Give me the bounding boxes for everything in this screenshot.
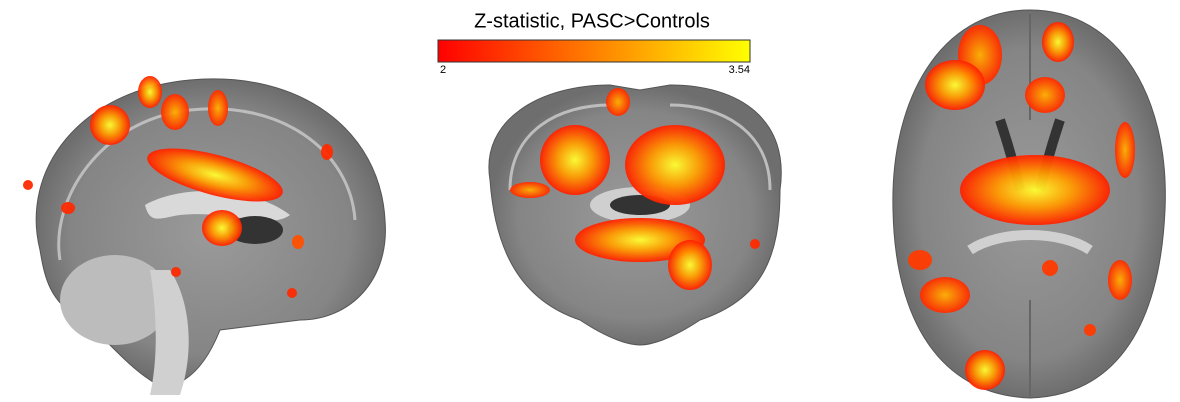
figure: Z-statistic, PASC>Controls 2 3.54 xyxy=(0,0,1180,402)
sagittal-slice xyxy=(23,76,385,395)
coronal-slice xyxy=(489,85,781,345)
colorbar xyxy=(438,40,750,62)
colorbar-min-label: 2 xyxy=(440,64,446,76)
colorbar-title: Z-statistic, PASC>Controls xyxy=(474,10,710,32)
colorbar-max-label: 3.54 xyxy=(729,64,750,76)
axial-slice xyxy=(893,10,1165,398)
